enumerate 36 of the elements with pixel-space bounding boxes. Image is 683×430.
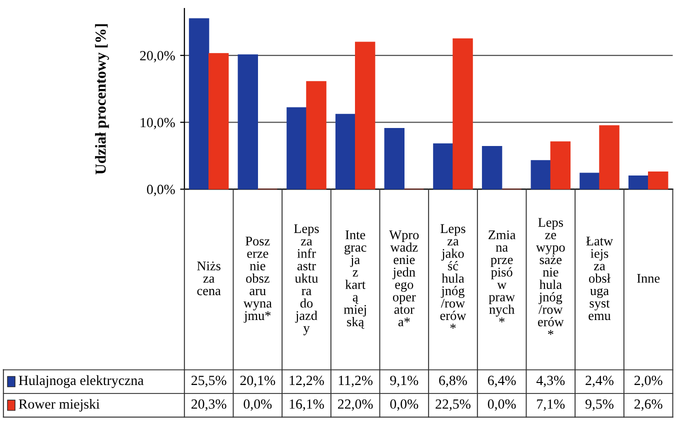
data-label: 22,5%	[436, 399, 470, 411]
x-tick-label: Poszerzenie obszaru wynajmu*	[243, 236, 272, 323]
data-label: 2,0%	[634, 376, 662, 388]
data-label: 4,3%	[536, 376, 565, 388]
x-tick-label: Łatwiejsza obsługa systemu	[586, 236, 613, 320]
category-label: Lepsze wyposażenie hulajnóg /rowerów*	[536, 218, 565, 335]
data-label: 0,0%	[244, 399, 272, 411]
data-label: 20,1%	[240, 376, 276, 388]
data-label: 25,5%	[192, 376, 226, 388]
category-label: Lepsza infrastruktura do jazdy	[294, 224, 319, 336]
y-axis-title: Udział procentowy [%]	[95, 24, 109, 174]
data-label: 0,0%	[390, 399, 418, 411]
data-label: 9,1%	[390, 376, 418, 388]
data-label: 12,2%	[290, 376, 324, 388]
legend-label: Rower miejski	[18, 398, 100, 412]
data-label: 20,3%	[192, 399, 226, 411]
data-label: 7,1%	[537, 399, 565, 411]
x-tick-label: Wprowadzenie jednego operatora*	[389, 230, 419, 326]
data-label: 6,8%	[439, 376, 467, 388]
data-label: 11,2%	[338, 376, 373, 388]
data-label: 6,4%	[488, 376, 516, 388]
y-tick-label: 10,0%	[140, 118, 175, 130]
data-label: 2,4%	[586, 376, 614, 388]
y-tick-label: 20,0%	[140, 51, 175, 62]
legend-label: Hulajnoga elektryczna	[18, 375, 144, 388]
x-tick-label: Integracja z kartą miejską	[344, 230, 366, 329]
data-label: 9,5%	[585, 399, 614, 411]
category-label: Lepsza jakość hulajnóg /rowerów*	[440, 224, 466, 329]
data-label: 0,0%	[488, 399, 516, 411]
data-label: 2,6%	[634, 399, 662, 411]
data-label: 16,1%	[290, 399, 324, 411]
data-label: 22,0%	[338, 399, 373, 411]
x-tick-label: Inne	[637, 274, 660, 283]
x-tick-label: Niższa cena	[197, 262, 221, 296]
x-tick-label: Zmiana przepisów prawnych*	[488, 230, 516, 322]
y-tick-label: 0,0%	[146, 184, 175, 196]
